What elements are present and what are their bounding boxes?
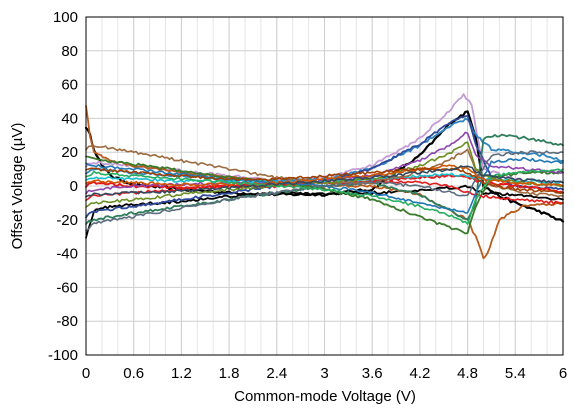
y-tick-label: 0 (70, 178, 78, 195)
series-line (85, 150, 564, 232)
y-tick-label: 80 (61, 43, 78, 60)
x-tick-label: 5.4 (505, 365, 526, 382)
x-tick-label: 1.8 (219, 365, 240, 382)
y-tick-label: 100 (53, 9, 78, 26)
plot-area-frame (85, 16, 564, 356)
y-tick-labels: -100 -80 -60 -40 -20 0 20 40 60 80 100 (48, 9, 78, 364)
x-tick-label: 4.2 (409, 365, 430, 382)
y-tick-label: -60 (56, 279, 78, 296)
y-tick-label: -20 (56, 212, 78, 229)
x-tick-label: 4.8 (457, 365, 478, 382)
x-tick-label: 0 (82, 365, 90, 382)
y-tick-label: 20 (61, 144, 78, 161)
y-tick-label: -40 (56, 246, 78, 263)
y-tick-label: -80 (56, 313, 78, 330)
x-tick-label: 0.6 (123, 365, 144, 382)
x-tick-label: 1.2 (171, 365, 192, 382)
y-tick-label: 40 (61, 110, 78, 127)
series-line (85, 165, 564, 198)
y-axis-label: Offset Voltage (µV) (9, 123, 26, 250)
x-tick-label: 3 (320, 365, 328, 382)
series-layer (84, 93, 565, 260)
series-line (85, 155, 564, 235)
x-tick-labels: 0 0.6 1.2 1.8 2.4 3 3.6 4.2 4.8 5.4 6 (82, 365, 567, 382)
y-tick-label: 60 (61, 77, 78, 94)
x-tick-label: 3.6 (362, 365, 383, 382)
x-tick-label: 6 (559, 365, 567, 382)
x-axis-label: Common-mode Voltage (V) (234, 388, 416, 405)
series-line (85, 168, 564, 225)
series-line (85, 167, 564, 194)
x-tick-label: 2.4 (266, 365, 287, 382)
y-tick-label: -100 (48, 347, 78, 364)
